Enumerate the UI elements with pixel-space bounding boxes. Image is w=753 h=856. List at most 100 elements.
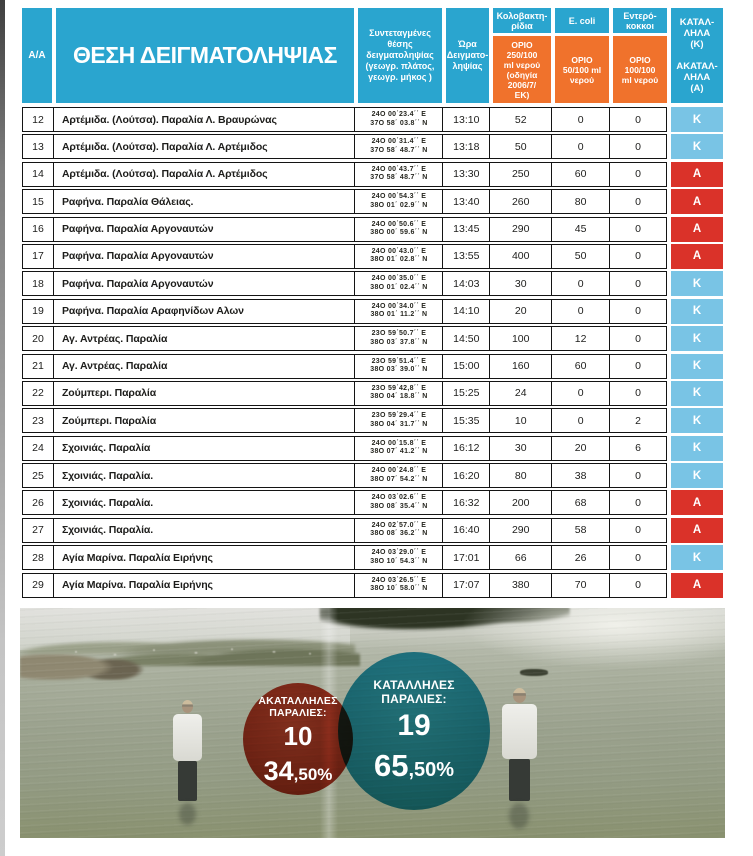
row-ecoli-value: 50 — [551, 244, 609, 268]
row-coord-n: 38O 01΄ 02.9΄΄ N — [370, 201, 428, 209]
table-row: 25 Σχοινιάς. Παραλία. 24O 00΄24.8΄΄ E 38… — [22, 463, 723, 489]
row-main-cells: 13 Αρτέμιδα. (Λούτσα). Παραλία Λ. Αρτέμι… — [22, 134, 667, 160]
row-status-badge: Α — [671, 490, 723, 516]
row-enterococci-value: 0 — [609, 464, 666, 488]
row-coliform-value: 290 — [489, 217, 551, 241]
row-location: Σχοινιάς. Παραλία. — [52, 518, 355, 542]
row-number: 17 — [32, 250, 44, 263]
person-head — [512, 688, 526, 703]
row-enterococci-value: 0 — [609, 381, 666, 405]
row-ecoli-value: 38 — [551, 464, 609, 488]
row-ecoli-value: 60 — [551, 354, 609, 378]
row-main-cells: 23 Ζούμπερι. Παραλία 23O 59΄29.4΄΄ E 38O… — [22, 408, 667, 434]
row-coliform-value: 52 — [489, 108, 551, 131]
row-number: 27 — [32, 524, 44, 537]
row-location: Αγία Μαρίνα. Παραλία Ειρήνης — [52, 573, 355, 597]
header-col-coordinates: Συντεταγμένες θέσης δειγματοληψίας (γεωγ… — [358, 8, 442, 103]
row-main-cells: 25 Σχοινιάς. Παραλία. 24O 00΄24.8΄΄ E 38… — [22, 463, 667, 489]
row-status-badge: Κ — [671, 271, 723, 297]
row-coord-n: 38O 04΄ 18.8΄΄ N — [370, 393, 428, 401]
suitable-percent: 65,50% — [373, 748, 455, 783]
row-coord-n: 38O 10΄ 54.3΄΄ N — [370, 557, 428, 565]
row-main-cells: 26 Σχοινιάς. Παραλία. 24O 03΄02.6΄΄ E 38… — [22, 490, 667, 516]
row-enterococci-value: 0 — [609, 272, 666, 296]
coliform-limit-label: ΟΡΙΟ 250/100 ml νερού (οδηγία 2006/7/ ΕΚ… — [493, 36, 551, 103]
row-enterococci-value: 0 — [609, 299, 666, 323]
unsuitable-label: ΑΚΑΤΑΛΛΗΛΕΣ — [258, 695, 338, 707]
photo-floating-object — [520, 669, 548, 676]
row-main-cells: 15 Ραφήνα. Παραλία Θάλειας. 24O 00΄54.3΄… — [22, 189, 667, 215]
row-number: 23 — [32, 414, 44, 427]
row-coord-n: 38O 04΄ 31.7΄΄ N — [370, 420, 428, 428]
row-ecoli-value: 45 — [551, 217, 609, 241]
row-coord-n: 38O 01΄ 11.2΄΄ N — [370, 311, 428, 319]
row-enterococci-value: 0 — [609, 491, 666, 515]
row-location: Αγ. Αντρέας. Παραλία — [52, 354, 355, 378]
row-coord-e: 24O 00΄24.8΄΄ E — [371, 467, 427, 475]
row-status-badge: Κ — [671, 380, 723, 406]
row-status-badge: Κ — [671, 134, 723, 160]
row-coord-e: 24O 03΄26.5΄΄ E — [371, 576, 427, 584]
unsuitable-beaches-stats: ΑΚΑΤΑΛΛΗΛΕΣ ΠΑΡΑΛΙΕΣ: 10 34,50% — [243, 683, 353, 795]
row-ecoli-value: 0 — [551, 299, 609, 323]
row-coordinates: 24O 00΄54.3΄΄ E 38O 01΄ 02.9΄΄ N — [354, 190, 442, 214]
row-coord-n: 38O 03΄ 37.8΄΄ N — [370, 338, 428, 346]
row-ecoli-value: 70 — [551, 573, 609, 597]
row-location: Σχοινιάς. Παραλία. — [52, 491, 355, 515]
row-coord-e: 24O 00΄15.8΄΄ E — [371, 439, 427, 447]
row-coliform-value: 24 — [489, 381, 551, 405]
header-col-enterococci: Εντερό- κοκκοι ΟΡΙΟ 100/100 ml νερού — [613, 8, 667, 103]
row-number: 15 — [32, 195, 44, 208]
row-ecoli-value: 0 — [551, 381, 609, 405]
row-coliform-value: 30 — [489, 436, 551, 460]
row-coliform-value: 290 — [489, 518, 551, 542]
person-reflection — [178, 803, 196, 825]
row-time: 13:18 — [442, 135, 489, 159]
row-number: 24 — [32, 442, 44, 455]
row-coordinates: 24O 00΄43.7΄΄ E 37O 58΄ 48.7΄΄ N — [354, 162, 442, 186]
row-coliform-value: 200 — [489, 491, 551, 515]
row-coord-n: 37O 58΄ 48.7΄΄ N — [370, 146, 428, 154]
row-coliform-value: 400 — [489, 244, 551, 268]
row-coliform-value: 160 — [489, 354, 551, 378]
row-status-badge: Α — [671, 216, 723, 242]
header-col-location: ΘΕΣΗ ΔΕΙΓΜΑΤΟΛΗΨΙΑΣ — [56, 8, 354, 103]
row-location: Αγία Μαρίνα. Παραλία Ειρήνης — [52, 546, 355, 570]
row-coord-e: 23O 59΄50.7΄΄ E — [371, 330, 427, 338]
row-coord-n: 37O 58΄ 48.7΄΄ N — [370, 174, 428, 182]
person-reflection — [509, 803, 529, 829]
row-enterococci-value: 0 — [609, 162, 666, 186]
row-coordinates: 24O 03΄26.5΄΄ E 38O 10΄ 58.0΄΄ N — [354, 573, 442, 597]
row-number: 22 — [32, 387, 44, 400]
row-coordinates: 24O 00΄34.0΄΄ E 38O 01΄ 11.2΄΄ N — [354, 299, 442, 323]
table-row: 23 Ζούμπερι. Παραλία 23O 59΄29.4΄΄ E 38O… — [22, 408, 723, 434]
row-main-cells: 28 Αγία Μαρίνα. Παραλία Ειρήνης 24O 03΄2… — [22, 545, 667, 571]
table-row: 18 Ραφήνα. Παραλία Αργοναυτών 24O 00΄35.… — [22, 271, 723, 297]
row-number: 28 — [32, 551, 44, 564]
row-ecoli-value: 12 — [551, 327, 609, 351]
row-coord-e: 24O 00΄54.3΄΄ E — [371, 193, 427, 201]
row-coordinates: 24O 00΄23.4΄΄ E 37O 58΄ 03.8΄΄ N — [354, 108, 442, 131]
header-col-status: ΚΑΤΑΛ- ΛΗΛΑ (Κ) ΑΚΑΤΑΛ- ΛΗΛΑ (Α) — [671, 8, 723, 103]
row-time: 15:00 — [442, 354, 489, 378]
person-legs — [508, 759, 530, 801]
row-ecoli-value: 80 — [551, 190, 609, 214]
suitable-label: ΚΑΤΑΛΛΗΛΕΣ — [373, 678, 455, 692]
row-enterococci-value: 0 — [609, 244, 666, 268]
row-time: 15:35 — [442, 409, 489, 433]
beach-photo: ΑΚΑΤΑΛΛΗΛΕΣ ΠΑΡΑΛΙΕΣ: 10 34,50% ΚΑΤΑΛΛΗΛ… — [20, 608, 725, 838]
suitable-beaches-circle — [338, 652, 490, 810]
unsuitable-percent: 34,50% — [263, 756, 333, 786]
row-coord-e: 24O 03΄02.6΄΄ E — [371, 494, 427, 502]
table-row: 27 Σχοινιάς. Παραλία. 24O 02΄57.0΄΄ E 38… — [22, 517, 723, 543]
row-time: 14:50 — [442, 327, 489, 351]
row-coliform-value: 80 — [489, 464, 551, 488]
row-coordinates: 24O 00΄35.0΄΄ E 38O 01΄ 02.4΄΄ N — [354, 272, 442, 296]
row-time: 16:12 — [442, 436, 489, 460]
row-time: 16:32 — [442, 491, 489, 515]
row-number: 16 — [32, 223, 44, 236]
row-coordinates: 24O 00΄31.4΄΄ E 37O 58΄ 48.7΄΄ N — [354, 135, 442, 159]
row-ecoli-value: 68 — [551, 491, 609, 515]
row-enterococci-value: 0 — [609, 518, 666, 542]
